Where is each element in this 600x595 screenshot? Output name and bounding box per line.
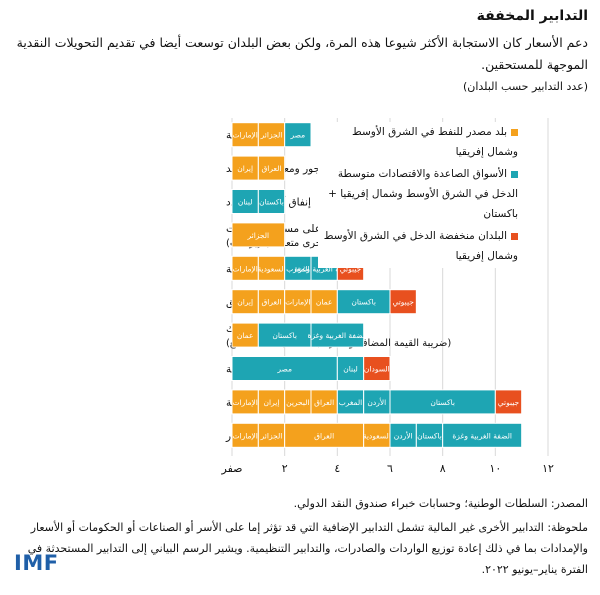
chart-title: التدابير المخففة bbox=[476, 8, 588, 24]
bar-segment bbox=[284, 255, 312, 281]
bar-segment bbox=[389, 389, 496, 415]
x-tick-label: ١٠ bbox=[489, 462, 501, 475]
legend-label-low-income: البلدان منخفضة الدخل في الشرق الأوسط وشم… bbox=[323, 230, 518, 262]
bar-chart: صفر٢٤٦٨١٠١٢القيود التجاريةالإماراتالجزائ… bbox=[221, 118, 554, 475]
bar-segment bbox=[231, 222, 286, 248]
segment-label: عمان bbox=[237, 331, 254, 340]
segment-label: الضفة الغربية وغزة bbox=[308, 331, 368, 340]
segment-label: السعودية bbox=[363, 431, 391, 440]
bar-segment bbox=[257, 389, 286, 415]
bar-segment bbox=[257, 289, 286, 315]
segment-label: عمان bbox=[316, 298, 333, 307]
segment-label: العراق bbox=[261, 298, 281, 307]
bar-segment bbox=[310, 322, 365, 348]
segment-label: الإمارات bbox=[232, 431, 257, 440]
segment-label: باكستان bbox=[272, 331, 297, 340]
segment-label: السعودية bbox=[257, 264, 285, 273]
bar-segment bbox=[257, 422, 286, 448]
x-tick-label: صفر bbox=[221, 462, 243, 475]
legend-item-exporters: بلد مصدر للنفط في الشرق الأوسط وشمال إفر… bbox=[318, 122, 518, 162]
bar-segment bbox=[442, 422, 523, 448]
legend: بلد مصدر للنفط في الشرق الأوسط وشمال إفر… bbox=[318, 122, 518, 268]
segment-label: العراق bbox=[314, 431, 334, 440]
legend-swatch-low-income bbox=[511, 232, 518, 240]
segment-label: المغرب bbox=[339, 398, 363, 407]
segment-label: الضفة الغربية وغزة bbox=[294, 264, 354, 273]
chart-subtitle: دعم الأسعار كان الاستجابة الأكثر شيوعا ه… bbox=[16, 35, 588, 72]
segment-label: العراق bbox=[261, 164, 281, 173]
legend-swatch-exporters bbox=[511, 128, 518, 136]
segment-label: مصر bbox=[289, 131, 305, 140]
bar-segment bbox=[257, 189, 286, 214]
bar-segment bbox=[284, 289, 312, 315]
bar-segment bbox=[389, 289, 417, 315]
bar-segment bbox=[363, 422, 391, 448]
bar-segment bbox=[257, 322, 312, 348]
segment-label: الأردن bbox=[367, 397, 386, 407]
footnote-text: ملحوظة: التدابير الأخرى غير المالية تشمل… bbox=[27, 521, 588, 576]
segment-label: السودان bbox=[364, 365, 390, 374]
segment-label: الإمارات bbox=[232, 131, 257, 140]
segment-label: باكستان bbox=[417, 431, 442, 440]
segment-label: مصر bbox=[276, 365, 292, 374]
legend-item-low-income: البلدان منخفضة الدخل في الشرق الأوسط وشم… bbox=[318, 226, 518, 266]
bar-segment bbox=[231, 422, 259, 448]
segment-label: البحرين bbox=[286, 398, 309, 407]
segment-label: باكستان bbox=[430, 398, 455, 407]
segment-label: الجزائر bbox=[260, 431, 283, 440]
bar-segment bbox=[231, 356, 338, 381]
bar-segment bbox=[231, 189, 259, 214]
segment-label: الإمارات bbox=[232, 398, 257, 407]
segment-label: الجزائر bbox=[246, 231, 269, 240]
bar-segment bbox=[494, 389, 523, 415]
unit-note: (عدد التدابير حسب البلدان) bbox=[462, 80, 588, 93]
legend-item-emerging: الأسواق الصاعدة والاقتصادات متوسطة الدخل… bbox=[318, 164, 518, 224]
source-text: المصدر: السلطات الوطنية؛ وحسابات خبراء ص… bbox=[293, 497, 588, 510]
bar-segment bbox=[257, 122, 286, 148]
segment-label: الإمارات bbox=[232, 264, 257, 273]
x-tick-label: ٤ bbox=[334, 462, 340, 475]
bar-segment bbox=[284, 422, 365, 448]
segment-label: الأردن bbox=[394, 430, 413, 440]
segment-label: باكستان bbox=[351, 298, 376, 307]
segment-label: باكستان bbox=[259, 198, 284, 207]
bar-segment bbox=[231, 155, 259, 181]
segment-label: جيبوتي bbox=[340, 264, 362, 273]
segment-label: إيران bbox=[237, 298, 253, 307]
legend-label-exporters: بلد مصدر للنفط في الشرق الأوسط وشمال إفر… bbox=[352, 126, 518, 158]
imf-logo: IMF bbox=[14, 551, 59, 575]
bar-segment bbox=[284, 389, 312, 415]
x-tick-label: ٨ bbox=[440, 462, 446, 475]
segment-label: العراق bbox=[314, 398, 334, 407]
bar-segment bbox=[363, 356, 391, 381]
segment-label: جيبوتي bbox=[498, 398, 520, 407]
segment-label: إيران bbox=[237, 164, 253, 173]
segment-label: الجزائر bbox=[260, 131, 283, 140]
segment-label: الضفة الغربية وغزة bbox=[452, 431, 512, 440]
legend-label-emerging: الأسواق الصاعدة والاقتصادات متوسطة الدخل… bbox=[328, 168, 518, 220]
bar-segment bbox=[310, 289, 338, 315]
segment-label: لبنان bbox=[343, 365, 358, 374]
bar-segment bbox=[284, 122, 312, 148]
bar-segment bbox=[257, 255, 286, 281]
x-tick-label: ١٢ bbox=[542, 462, 554, 475]
bar-segment bbox=[257, 155, 286, 181]
segment-label: جيبوتي bbox=[392, 298, 414, 307]
segment-label: إيران bbox=[264, 398, 280, 407]
x-tick-label: ٢ bbox=[282, 462, 288, 475]
segment-label: المغرب bbox=[286, 264, 310, 273]
bar-segment bbox=[231, 289, 259, 315]
bar-segment bbox=[231, 122, 259, 148]
segment-label: لبنان bbox=[238, 198, 253, 207]
legend-swatch-emerging bbox=[511, 170, 518, 178]
segment-label: الإمارات bbox=[285, 298, 310, 307]
x-tick-label: ٦ bbox=[387, 462, 393, 475]
